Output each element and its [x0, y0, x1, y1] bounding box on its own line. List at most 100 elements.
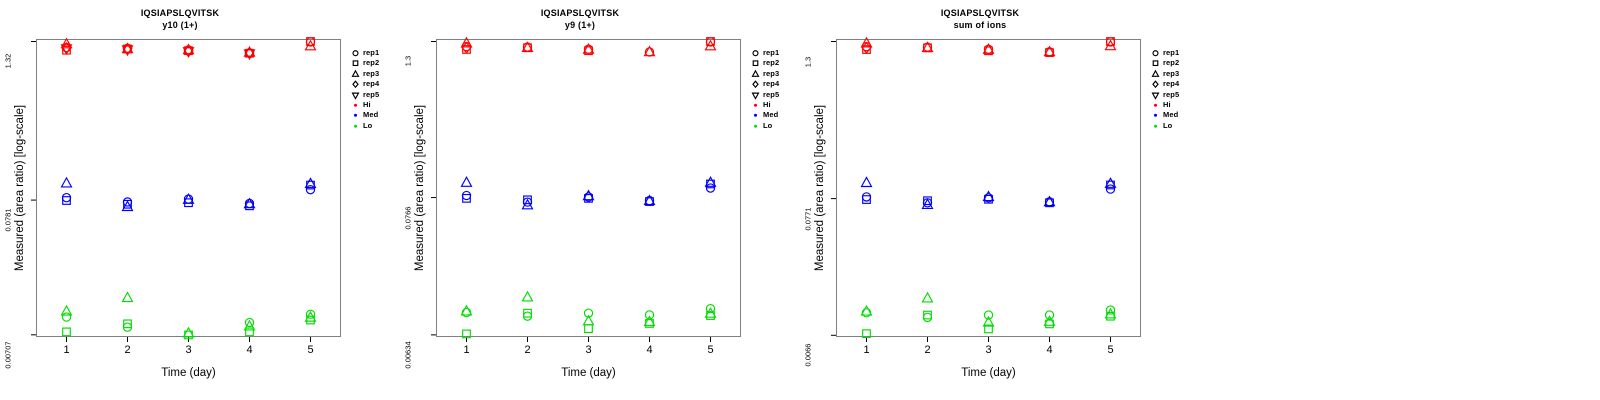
- data-layer: [831, 36, 1117, 342]
- legend-label: rep2: [1163, 58, 1180, 68]
- data-point: [861, 308, 872, 318]
- data-point: [122, 42, 133, 55]
- data-point: [184, 198, 193, 208]
- diamond-icon: [750, 79, 762, 89]
- x-tick-label: 4: [246, 344, 253, 356]
- x-tick-label: 3: [585, 344, 592, 356]
- data-point: [305, 37, 316, 47]
- data-point: [704, 176, 717, 187]
- legend-label: rep1: [763, 48, 780, 57]
- data-point: [522, 311, 533, 321]
- dot-icon: [1150, 121, 1162, 131]
- panel-title: IQSIAPSLQVITSK: [940, 8, 1020, 18]
- circle-icon: [750, 48, 762, 58]
- plot-area: [436, 39, 741, 337]
- legend-label: Lo: [763, 120, 773, 130]
- data-point: [982, 190, 995, 202]
- data-point: [62, 327, 71, 337]
- data-point: [861, 192, 872, 202]
- data-point: [182, 326, 195, 338]
- legend-label: rep2: [763, 58, 780, 68]
- data-point: [461, 190, 472, 201]
- data-point: [243, 49, 256, 61]
- x-tick-label: 4: [646, 344, 653, 356]
- y-axis-label: Measured (area ratio) [log-scale]: [14, 104, 26, 272]
- dot-icon: [750, 110, 762, 120]
- data-point: [522, 197, 533, 207]
- data-point: [1043, 45, 1056, 57]
- data-point: [121, 200, 134, 212]
- diamond-icon: [1150, 79, 1162, 89]
- data-point: [862, 45, 871, 54]
- plot-area: [36, 39, 341, 337]
- x-tick-label: 5: [1107, 344, 1114, 356]
- data-point: [704, 306, 717, 318]
- circle-icon: [1150, 48, 1162, 58]
- data-point: [1106, 311, 1115, 321]
- panel-title: IQSIAPSLQVITSK: [540, 8, 620, 18]
- x-tick-label: 1: [863, 344, 870, 356]
- data-point: [1104, 177, 1117, 188]
- data-point: [921, 198, 934, 209]
- legend-label: Med: [763, 110, 779, 120]
- data-point: [462, 45, 471, 54]
- x-tick-label: 3: [185, 344, 192, 356]
- data-point: [1106, 180, 1115, 190]
- data-point: [584, 193, 593, 203]
- data-point: [304, 39, 317, 51]
- square-icon: [750, 58, 762, 68]
- data-point: [1045, 198, 1054, 208]
- data-point: [862, 195, 871, 204]
- data-point: [982, 315, 995, 327]
- data-point: [921, 41, 934, 53]
- legend-label: rep3: [363, 68, 380, 78]
- legend-label: Hi: [363, 99, 371, 109]
- data-point: [921, 291, 934, 303]
- data-point: [643, 194, 656, 206]
- dot-icon: [350, 121, 362, 131]
- data-point: [706, 311, 715, 320]
- x-tick-label: 1: [463, 344, 470, 356]
- data-point: [643, 45, 656, 57]
- data-point: [122, 322, 133, 332]
- data-point: [1104, 307, 1117, 319]
- data-point: [1043, 315, 1056, 326]
- data-point: [305, 309, 316, 319]
- data-point: [922, 312, 933, 323]
- data-point: [860, 176, 873, 188]
- data-point: [645, 197, 654, 206]
- data-point: [982, 43, 995, 54]
- data-point: [584, 46, 593, 56]
- legend-label: Lo: [1163, 120, 1173, 130]
- data-point: [305, 185, 316, 195]
- legend-label: rep5: [1163, 89, 1180, 99]
- data-point: [862, 329, 871, 339]
- data-point: [60, 37, 73, 49]
- data-point: [60, 176, 73, 188]
- chart-panel-2: IQSIAPSLQVITSK sum of ions 1.3 0.0771 0.0066…: [800, 0, 1200, 400]
- triangle-down-icon: [1150, 90, 1162, 100]
- dot-icon: [1150, 110, 1162, 120]
- square-icon: [1150, 58, 1162, 68]
- data-point: [304, 177, 317, 189]
- legend-label: rep3: [1163, 68, 1180, 78]
- data-point: [706, 179, 715, 189]
- legend-label: Med: [363, 110, 379, 120]
- data-point: [705, 183, 716, 193]
- y-axis-label: Measured (area ratio) [log-scale]: [414, 104, 426, 272]
- panel-subtitle: y10 (1+): [162, 20, 198, 30]
- data-point: [584, 324, 593, 334]
- x-axis-label: Time (day): [161, 367, 216, 379]
- panel-subtitle: sum of ions: [953, 20, 1007, 30]
- triangle-down-icon: [750, 90, 762, 100]
- dot-icon: [750, 100, 762, 110]
- circle-icon: [350, 48, 362, 58]
- data-point: [182, 47, 195, 59]
- data-point: [644, 310, 655, 320]
- legend-label: rep4: [1163, 79, 1180, 89]
- diamond-icon: [350, 79, 362, 89]
- data-point: [1105, 184, 1116, 194]
- data-point: [860, 304, 873, 316]
- dot-icon: [350, 110, 362, 120]
